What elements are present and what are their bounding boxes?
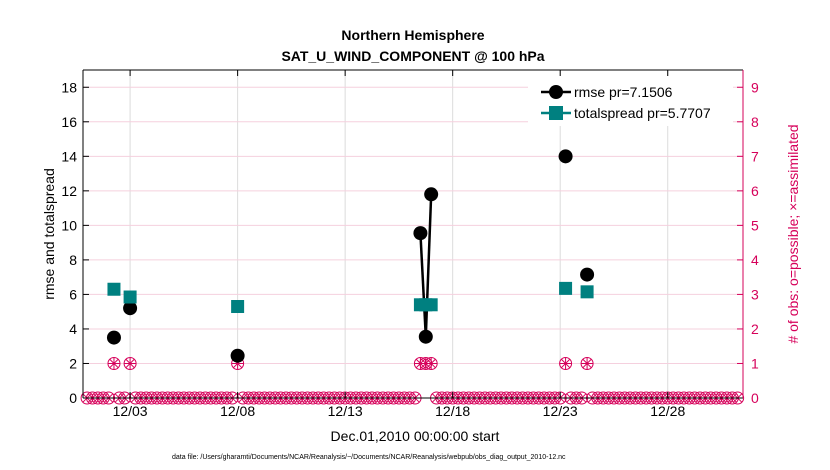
x-axis-label: Dec.01,2010 00:00:00 start — [331, 428, 500, 444]
rmse-point — [123, 301, 138, 316]
rmse-point — [418, 329, 433, 344]
x-tick-label: 12/08 — [220, 403, 255, 419]
series-line-segment — [419, 233, 428, 337]
y2-tick-label: 7 — [751, 148, 759, 164]
legend-spread: totalspread pr=5.7707 — [574, 105, 711, 121]
rmse-point — [558, 149, 573, 164]
totalspread-point — [123, 290, 137, 304]
totalspread-point — [580, 285, 594, 299]
y2-tick-label: 9 — [751, 79, 759, 95]
y-tick-label: 16 — [61, 114, 77, 130]
obs-count-marker — [559, 356, 573, 370]
y-axis-label: rmse and totalspread — [41, 168, 57, 300]
x-tick-label: 12/13 — [328, 403, 363, 419]
x-tick-label: 12/18 — [435, 403, 470, 419]
obs-count-marker — [424, 356, 438, 370]
totalspread-point — [424, 298, 438, 312]
rmse-point — [106, 330, 121, 345]
y2-tick-label: 6 — [751, 183, 759, 199]
y2-tick-label: 8 — [751, 114, 759, 130]
obs-count-marker — [580, 356, 594, 370]
y2-tick-label: 1 — [751, 355, 759, 371]
x-tick-label: 12/28 — [650, 403, 685, 419]
y-tick-label: 2 — [69, 355, 77, 371]
obs-count-marker — [107, 356, 121, 370]
y2-tick-label: 4 — [751, 252, 759, 268]
legend-rmse: rmse pr=7.1506 — [574, 84, 673, 100]
y2-tick-label: 3 — [751, 286, 759, 302]
y-tick-label: 10 — [61, 217, 77, 233]
y2-tick-label: 0 — [751, 390, 759, 406]
totalspread-point — [231, 300, 245, 314]
x-tick-label: 12/03 — [113, 403, 148, 419]
rmse-point — [230, 348, 245, 363]
y-tick-label: 0 — [69, 390, 77, 406]
y2-tick-label: 5 — [751, 217, 759, 233]
totalspread-point — [107, 282, 121, 296]
y-tick-label: 14 — [61, 148, 77, 164]
y-tick-label: 8 — [69, 252, 77, 268]
chart-title: Northern Hemisphere — [341, 27, 484, 43]
y-tick-label: 4 — [69, 321, 77, 337]
rmse-point — [424, 187, 439, 202]
y-tick-label: 12 — [61, 183, 77, 199]
obs-count-marker — [123, 356, 137, 370]
x-tick-label: 12/23 — [543, 403, 578, 419]
footer-data-file: data file: /Users/gharamti/Documents/NCA… — [172, 454, 566, 461]
y2-tick-label: 2 — [751, 321, 759, 337]
legend-rmse-marker — [549, 85, 563, 99]
y-tick-label: 6 — [69, 286, 77, 302]
legend: rmse pr=7.1506 totalspread pr=5.7707 — [528, 76, 733, 126]
rmse-point — [580, 267, 595, 282]
y2-axis-label: # of obs: o=possible; ×=assimilated — [785, 124, 801, 343]
chart-subtitle: SAT_U_WIND_COMPONENT @ 100 hPa — [281, 48, 544, 64]
y-tick-label: 18 — [61, 79, 77, 95]
legend-spread-marker — [549, 106, 563, 120]
totalspread-point — [559, 281, 573, 295]
series-line-segment — [424, 194, 433, 337]
rmse-point — [413, 226, 428, 241]
